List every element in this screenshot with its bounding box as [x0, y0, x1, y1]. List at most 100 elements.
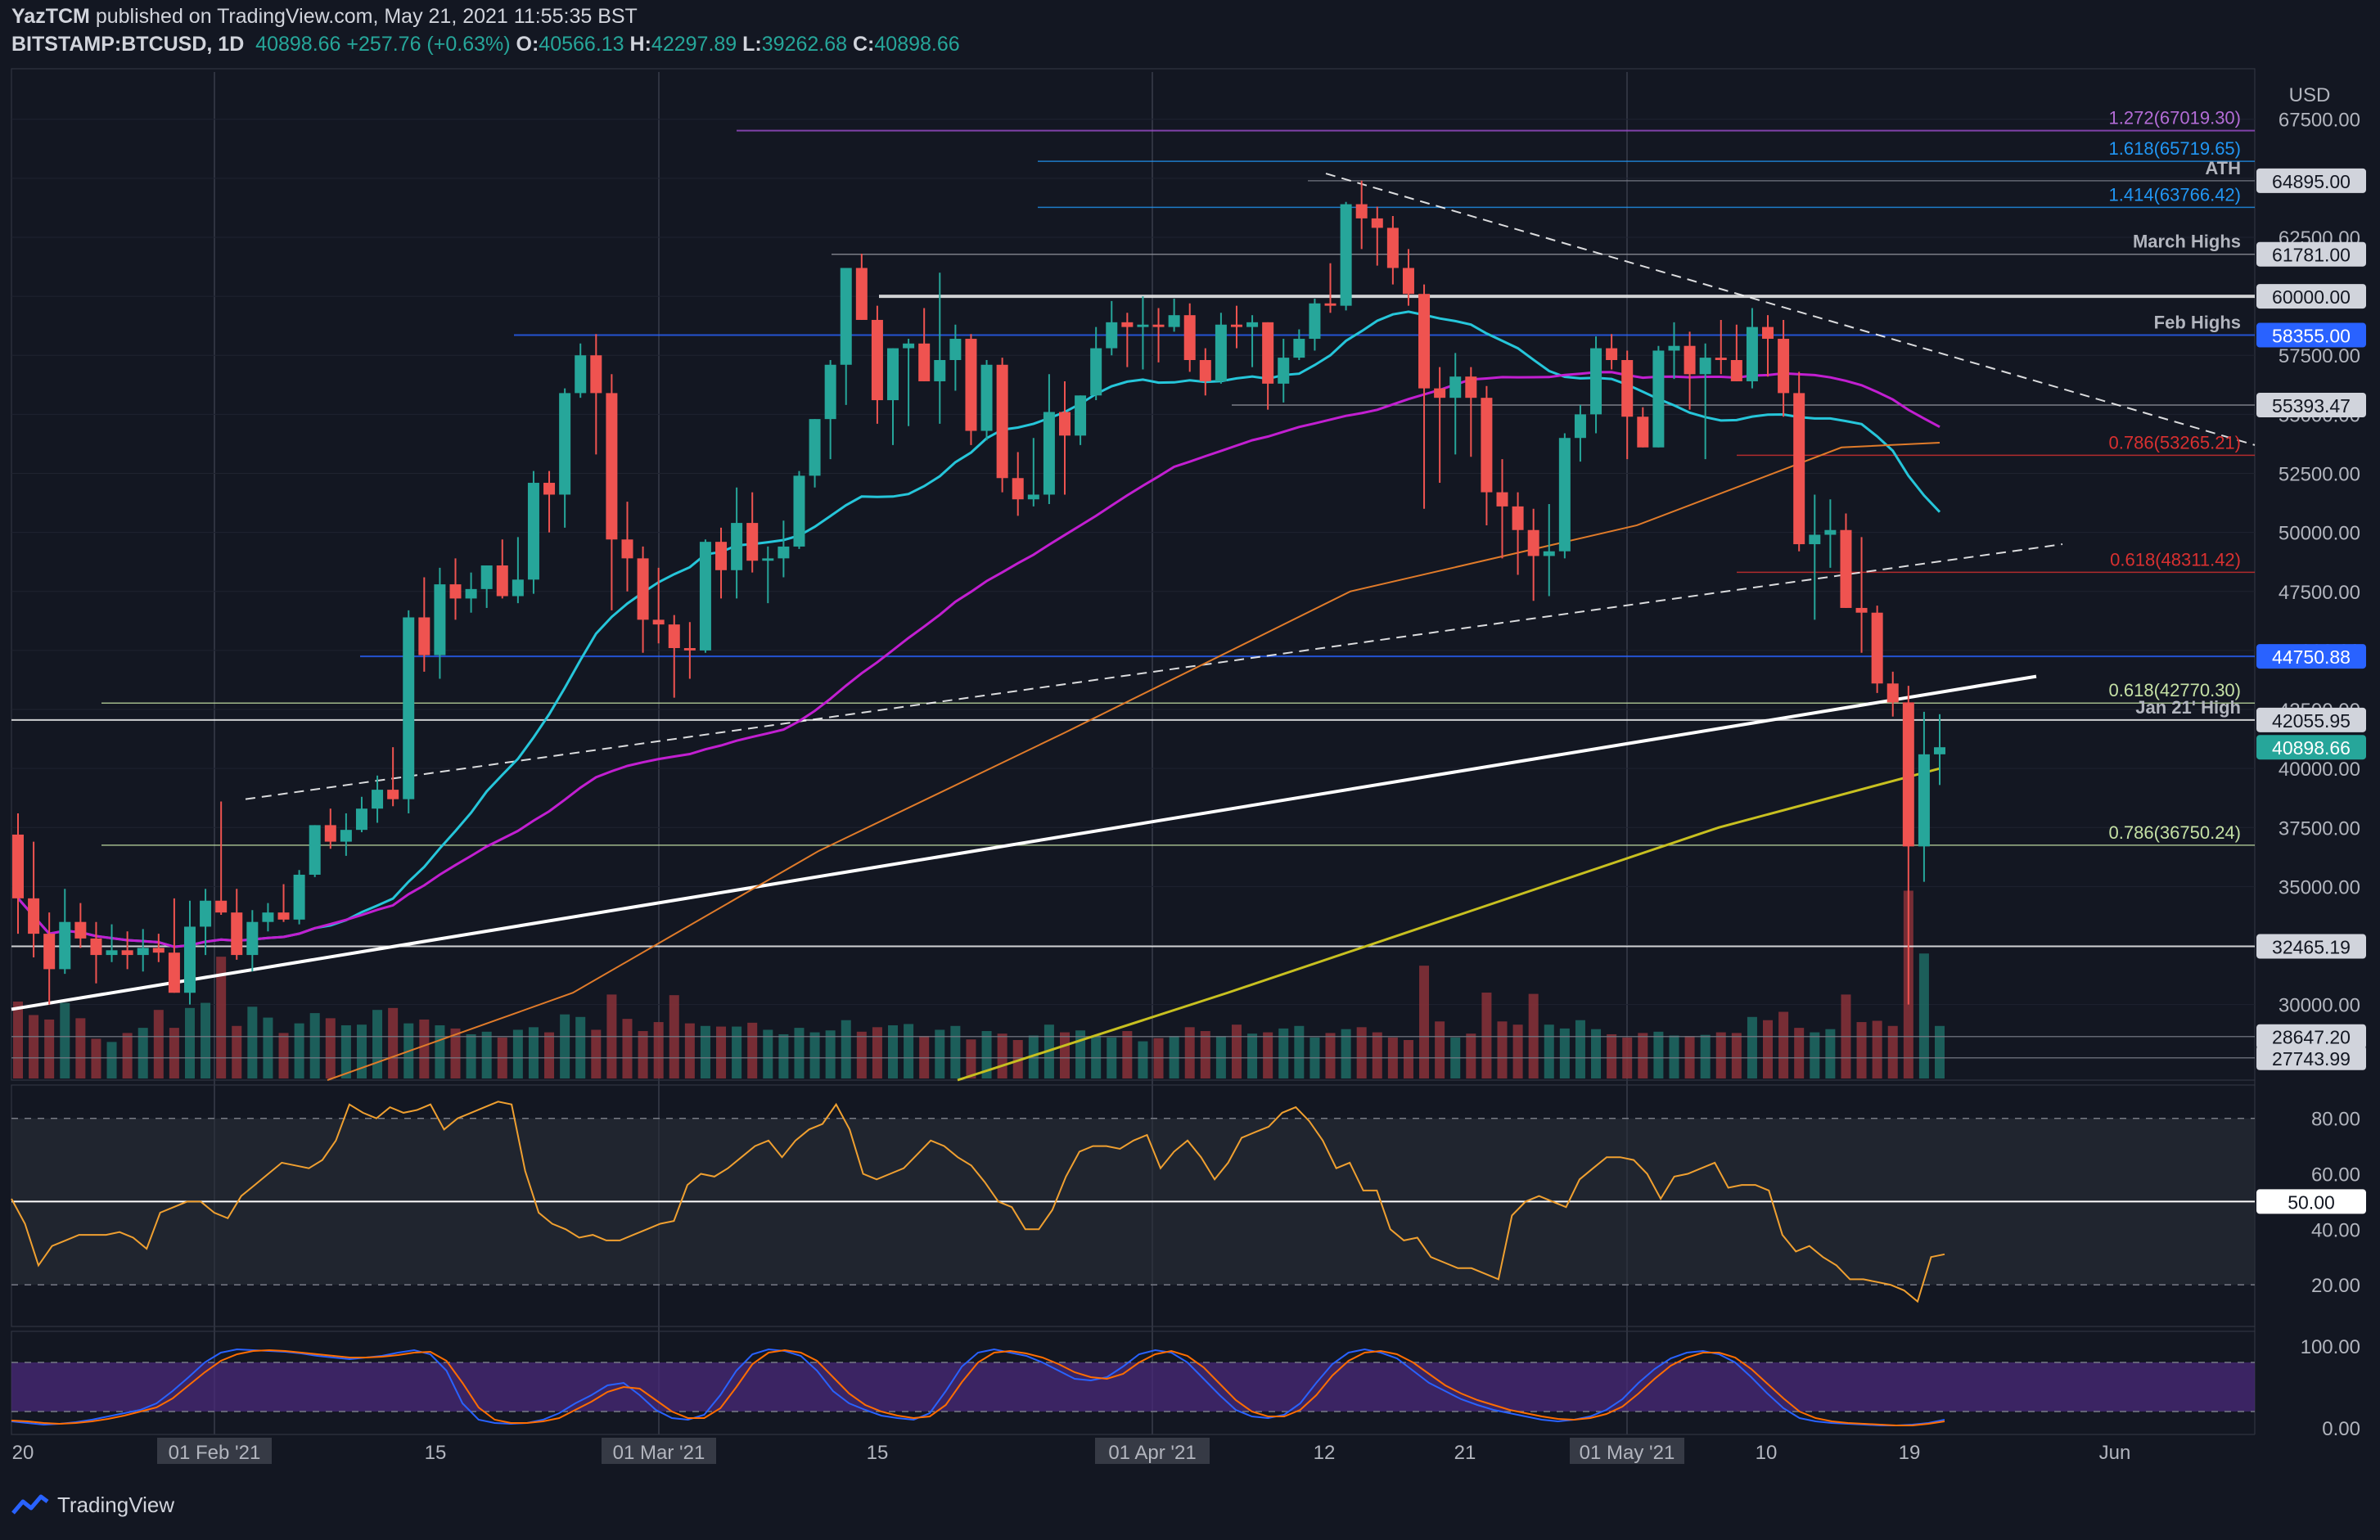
- candle-body: [74, 921, 87, 939]
- price-tick-label: 30000.00: [2279, 995, 2360, 1017]
- volume-bar: [263, 1017, 273, 1078]
- level-label: March Highs: [2133, 232, 2241, 252]
- publish-text: published on TradingView.com, May 21, 20…: [95, 5, 638, 28]
- volume-bar: [435, 1024, 445, 1078]
- candle-body: [996, 364, 1008, 479]
- candle-body: [403, 617, 415, 799]
- volume-bar: [997, 1033, 1007, 1078]
- candle-body: [480, 565, 493, 589]
- open-label: O:: [516, 33, 539, 56]
- volume-bar: [1481, 993, 1492, 1078]
- volume-bar: [591, 1029, 602, 1078]
- candle-body: [496, 565, 508, 597]
- candle-body: [699, 542, 711, 651]
- volume-bar: [1825, 1029, 1836, 1078]
- price-badge-bg: [2256, 241, 2366, 267]
- candle-body: [1137, 324, 1149, 327]
- volume-bar: [122, 1033, 133, 1078]
- price-badge-bg: [2256, 707, 2366, 732]
- candle-body: [1465, 376, 1477, 399]
- candle-body: [340, 830, 352, 842]
- rsi-tick-label: 60.00: [2311, 1164, 2360, 1187]
- time-tick-label: 21: [1454, 1442, 1476, 1464]
- candle-body: [918, 343, 931, 381]
- volume-bar: [1403, 1040, 1413, 1078]
- symbol-name[interactable]: BITSTAMP:BTCUSD, 1D: [11, 33, 245, 56]
- volume-bar: [1715, 1032, 1726, 1078]
- candle-body: [1246, 322, 1259, 327]
- volume-bar: [732, 1026, 742, 1078]
- stoch-d-line: [11, 1349, 1945, 1426]
- candle-body: [1621, 360, 1634, 417]
- stoch-band: [11, 1362, 2255, 1412]
- volume-bar: [1419, 966, 1430, 1078]
- candle-body: [1293, 339, 1305, 358]
- time-tick-label: 15: [425, 1442, 447, 1464]
- candle-body: [1121, 322, 1134, 327]
- volume-bar: [232, 1025, 242, 1078]
- candle-body: [262, 912, 274, 922]
- stoch-tick-label: 100.00: [2301, 1336, 2360, 1358]
- level-label: Jan 21' High: [2135, 697, 2241, 718]
- volume-bar: [1184, 1027, 1195, 1078]
- volume-bar: [888, 1024, 899, 1078]
- candle-body: [1058, 412, 1071, 436]
- price-tick-label: 35000.00: [2279, 876, 2360, 898]
- candle-body: [1340, 204, 1352, 306]
- price-badge-bg: [2256, 284, 2366, 309]
- candle-body: [1543, 551, 1555, 556]
- volume-bar: [1356, 1027, 1367, 1078]
- price-tick-label: 57500.00: [2279, 345, 2360, 367]
- volume-bar: [481, 1031, 492, 1078]
- low-value: 39262.68: [761, 33, 848, 56]
- time-label-bg: [602, 1438, 716, 1464]
- volume-bar: [278, 1033, 289, 1078]
- volume-bar: [294, 1023, 304, 1078]
- candle-body: [637, 558, 649, 620]
- candle-body: [1762, 326, 1774, 340]
- volume-bar: [1091, 1035, 1102, 1078]
- publisher-name[interactable]: YazTCM: [11, 5, 90, 28]
- volume-bar: [1591, 1029, 1602, 1078]
- candle-body: [1371, 218, 1383, 228]
- candle-body: [1090, 348, 1102, 396]
- price-tick-label: 40000.00: [2279, 759, 2360, 781]
- price-badge: 55393.47: [2272, 395, 2351, 417]
- candle-body: [200, 900, 212, 927]
- volume-bar: [1731, 1033, 1742, 1078]
- candle-body: [778, 546, 790, 559]
- level-label: Feb Highs: [2154, 313, 2241, 333]
- volume-bar: [1341, 1029, 1351, 1078]
- level-label: 0.786(36750.24): [2109, 822, 2241, 843]
- volume-bar: [1856, 1022, 1867, 1078]
- volume-bar: [856, 1031, 867, 1078]
- volume-bar: [1435, 1021, 1445, 1078]
- volume-bar: [325, 1018, 336, 1078]
- candle-body: [1606, 348, 1618, 360]
- volume-bar: [216, 957, 227, 1078]
- candle-body: [449, 584, 462, 599]
- candle-body: [1355, 204, 1368, 218]
- volume-bar: [1263, 1032, 1273, 1078]
- candle-body: [387, 790, 399, 799]
- candle-body: [1637, 417, 1649, 448]
- level-label: ATH: [2205, 158, 2241, 178]
- tradingview-logo[interactable]: TradingView: [11, 1493, 174, 1518]
- volume-bar: [841, 1020, 851, 1078]
- volume-bar: [1747, 1016, 1757, 1078]
- volume-bar: [153, 1010, 164, 1078]
- volume-bar: [684, 1023, 695, 1078]
- candle-body: [1684, 345, 1696, 375]
- rsi-line: [11, 1101, 1945, 1304]
- tradingview-logo-icon: [11, 1494, 49, 1515]
- open-value: 40566.13: [539, 33, 624, 56]
- volume-bar: [653, 1022, 664, 1078]
- candle-body: [965, 339, 977, 431]
- volume-bar: [137, 1028, 148, 1078]
- price-badge: 61781.00: [2272, 245, 2351, 266]
- level-label: 0.786(53265.21): [2109, 432, 2241, 453]
- candle-body: [934, 360, 946, 381]
- candle-body: [590, 355, 602, 394]
- candle-body: [871, 319, 883, 401]
